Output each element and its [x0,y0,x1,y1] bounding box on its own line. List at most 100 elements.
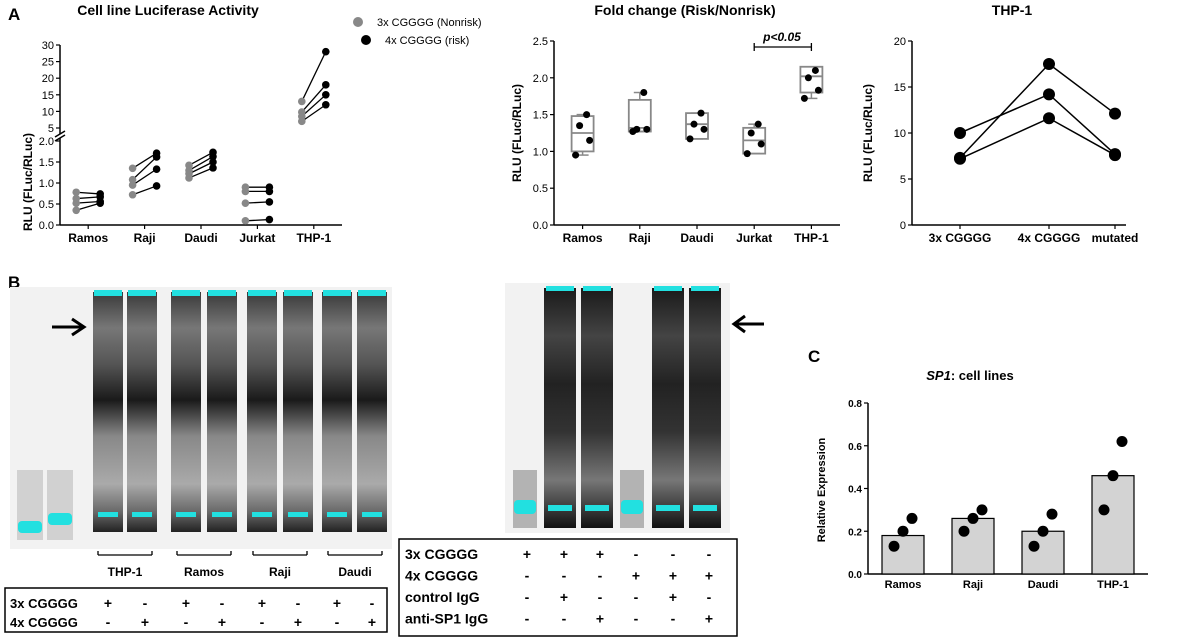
ytick-label: 1.5 [39,157,54,169]
series-point [954,127,966,139]
box-point [800,94,808,102]
condition-cell: - [525,589,530,605]
gel-band-free-probe [362,512,382,517]
condition-cell: - [525,611,530,627]
series-point [1043,112,1055,125]
condition-cell: + [632,568,640,584]
box-point [814,86,822,94]
gel-lane [620,470,644,528]
xtick-label: Raji [134,231,156,245]
gel-right-condition-table: 3x CGGGG + + + - - - 4x CGGGG - - - + + + control IgG -… [398,538,738,637]
gel-image-right [505,283,730,533]
chart4-title: SP1: cell lines [926,368,1013,383]
gel-band-free-probe [585,505,609,511]
pair-line [132,185,157,196]
xtick-label: Daudi [184,231,217,245]
bar-point [1116,435,1128,447]
ytick-label: 20 [894,36,906,48]
legend-risk-marker [361,35,371,45]
gel-lane [207,292,237,532]
condition-row-label: 4x CGGGG [405,568,478,584]
chart3-title: THP-1 [992,2,1033,18]
chart2-title: Fold change (Risk/Nonrisk) [594,2,775,18]
bar [1091,475,1135,575]
fold-change-chart: Fold change (Risk/Nonrisk) RLU (FLuc/RLu… [510,2,840,245]
xtick-label: 4x CGGGG [1018,231,1081,245]
condition-cell: + [596,546,604,562]
risk-point [322,81,330,89]
xtick-label: THP-1 [296,231,331,245]
gel-band-free-probe [656,505,680,511]
bar-point [976,504,988,516]
series-point [1043,58,1055,70]
box-point [586,136,594,144]
gel-band-free-probe [548,505,572,511]
ytick-label: 5 [48,123,54,135]
condition-cell: - [525,568,530,584]
box-point [576,122,584,130]
ytick-label: 0.5 [39,199,54,211]
series-line [959,117,1116,160]
gel-band-free-probe [288,512,308,517]
condition-cell: + [705,611,713,627]
risk-point [209,158,217,166]
gel-band-free-probe [212,512,232,517]
pair-line [301,104,327,122]
ytick-label: 1.0 [533,146,548,158]
chart1-title: Cell line Luciferase Activity [77,2,259,18]
risk-point [152,182,161,190]
chart2-ylabel: RLU (FLuc/RLuc) [510,84,524,182]
condition-cell: - [598,568,603,584]
gel-well [172,290,200,296]
condition-cell: + [596,611,604,627]
bar [881,534,925,575]
condition-cell: - [562,611,567,627]
bar-point [897,525,909,537]
gel-band-free-probe [98,512,118,517]
bar-point [1098,504,1110,516]
xtick-label: 3x CGGGG [929,231,992,245]
condition-cell: - [707,546,712,562]
ytick-label: 20 [42,73,54,85]
pair-line [301,84,327,113]
box [627,98,652,133]
ytick-label: 0.2 [848,527,862,538]
gel-lane [322,292,352,532]
box-point [640,89,648,97]
condition-cell: - [634,589,639,605]
condition-cell: + [333,595,341,611]
box-point [690,120,698,128]
nonrisk-point [128,181,137,189]
box-point [754,120,762,128]
condition-cell: + [523,546,531,562]
ytick-label: 0.0 [848,570,862,581]
condition-cell: + [294,614,302,630]
box-point [743,150,751,158]
series-line [959,62,1116,159]
condition-cell: + [368,614,376,630]
gel-lane [127,292,157,532]
box-point [811,66,819,74]
ytick-label: 30 [42,40,54,52]
gel-band-free-probe [132,512,152,517]
risk-point [152,149,161,157]
luciferase-chart: Cell line Luciferase Activity RLU (FLuc/… [21,2,482,245]
bar-point [1046,508,1058,520]
risk-point [209,148,217,157]
box-point [643,125,651,133]
gel-well [546,286,574,291]
gel-well [358,290,386,296]
chart4-ylabel: Relative Expression [816,437,828,542]
ytick-label: 2.5 [533,36,548,48]
condition-cell: + [669,568,677,584]
nonrisk-point [72,206,80,215]
chart1-ylabel: RLU (FLuc/RLuc) [21,133,35,231]
bar-point [967,512,979,524]
risk-point [265,215,274,224]
gel-band-free-probe [693,505,717,511]
condition-cell: - [634,546,639,562]
condition-cell: - [707,589,712,605]
ytick-label: 0.4 [848,485,862,496]
group-label: THP-1 [108,565,143,579]
